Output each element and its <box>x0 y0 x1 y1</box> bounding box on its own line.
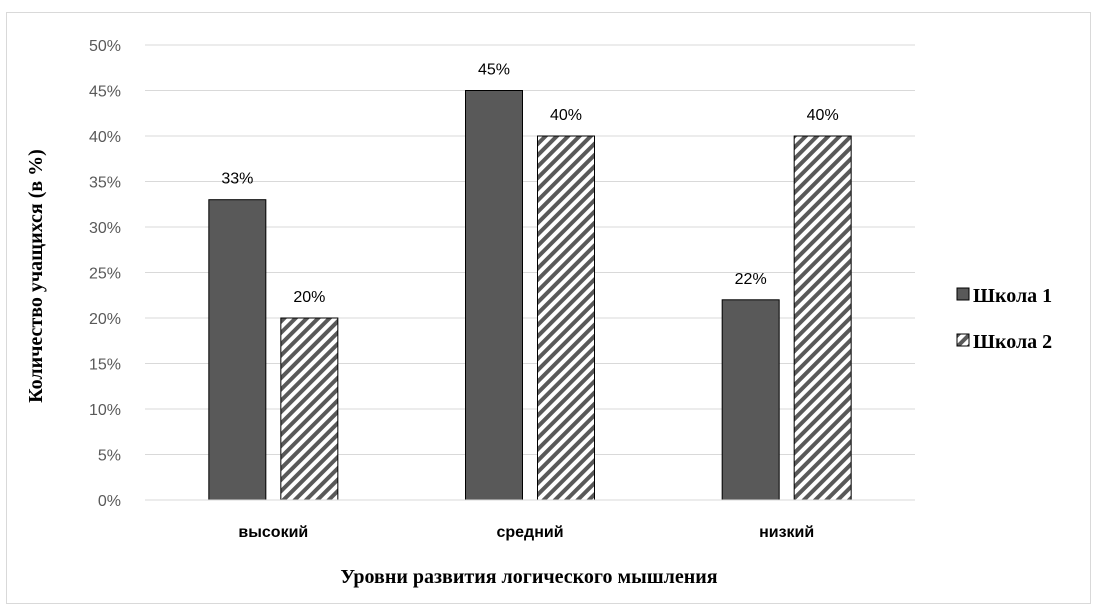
legend-label-series-2: Школа 2 <box>973 331 1052 353</box>
y-tick-label: 50% <box>89 38 121 55</box>
y-tick-label: 5% <box>98 448 121 465</box>
bar-series-1-0 <box>208 199 267 501</box>
y-tick-label: 40% <box>89 129 121 146</box>
x-category-label: высокий <box>238 524 308 541</box>
y-tick-label: 35% <box>89 175 121 192</box>
y-tick-label: 0% <box>98 493 121 510</box>
bar-series-2-0 <box>280 317 339 501</box>
bar-series-1-2 <box>721 299 780 501</box>
data-labels: 33% 20% 45% 40% 22% 40% <box>221 62 838 307</box>
bar-series-2-2 <box>793 135 852 501</box>
y-tick-label: 20% <box>89 311 121 328</box>
y-tick-label: 45% <box>89 84 121 101</box>
data-label: 40% <box>550 107 582 124</box>
data-label: 22% <box>735 271 767 288</box>
legend-swatch-series-1 <box>956 287 970 301</box>
y-tick-label: 15% <box>89 357 121 374</box>
data-label: 45% <box>478 62 510 79</box>
gridlines <box>145 44 915 455</box>
legend: Школа 1 Школа 2 <box>956 285 1052 353</box>
y-axis-ticks: 0% 5% 10% 15% 20% 25% 30% 35% 40% 45% 50% <box>89 38 121 510</box>
data-label: 20% <box>293 289 325 306</box>
legend-swatch-series-2 <box>956 333 970 347</box>
y-tick-label: 25% <box>89 266 121 283</box>
legend-label-series-1: Школа 1 <box>973 285 1052 307</box>
x-category-label: средний <box>496 524 563 541</box>
y-axis-title: Количество учащихся (в %) <box>25 149 47 403</box>
x-category-label: низкий <box>759 524 814 541</box>
x-axis-title: Уровни развития логического мышления <box>340 566 717 588</box>
data-label: 33% <box>221 171 253 188</box>
bar-series-1-1 <box>465 90 523 501</box>
y-tick-label: 30% <box>89 220 121 237</box>
y-tick-label: 10% <box>89 402 121 419</box>
x-axis-categories: высокий средний низкий <box>238 524 814 541</box>
bar-series-2-1 <box>537 135 595 501</box>
data-label: 40% <box>807 107 839 124</box>
